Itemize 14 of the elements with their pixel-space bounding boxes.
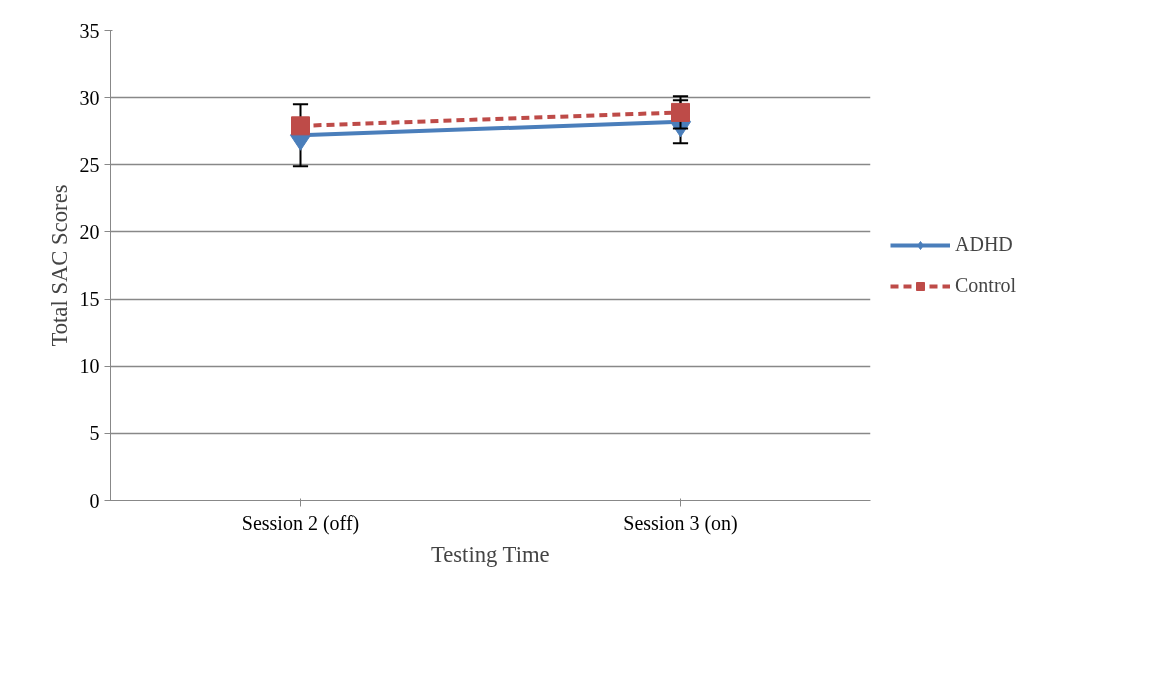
y-tick-label: 15 <box>79 288 100 311</box>
x-tick-label: Session 3 (on) <box>623 511 738 535</box>
y-tick-label: 20 <box>79 220 100 243</box>
x-axis-title: Testing Time <box>430 541 550 567</box>
x-tick-label: Session 2 (off) <box>241 511 360 535</box>
y-tick-label: 0 <box>89 489 100 512</box>
y-tick-label: 10 <box>79 355 100 378</box>
y-tick-label: 5 <box>89 422 100 445</box>
legend-label: ADHD <box>955 233 1013 256</box>
y-axis-title: Total SAC Scores <box>46 184 72 347</box>
y-tick-label: 25 <box>79 153 100 176</box>
y-tick-label: 35 <box>79 19 100 42</box>
y-tick-label: 30 <box>79 86 100 109</box>
legend-label: Control <box>955 274 1017 297</box>
